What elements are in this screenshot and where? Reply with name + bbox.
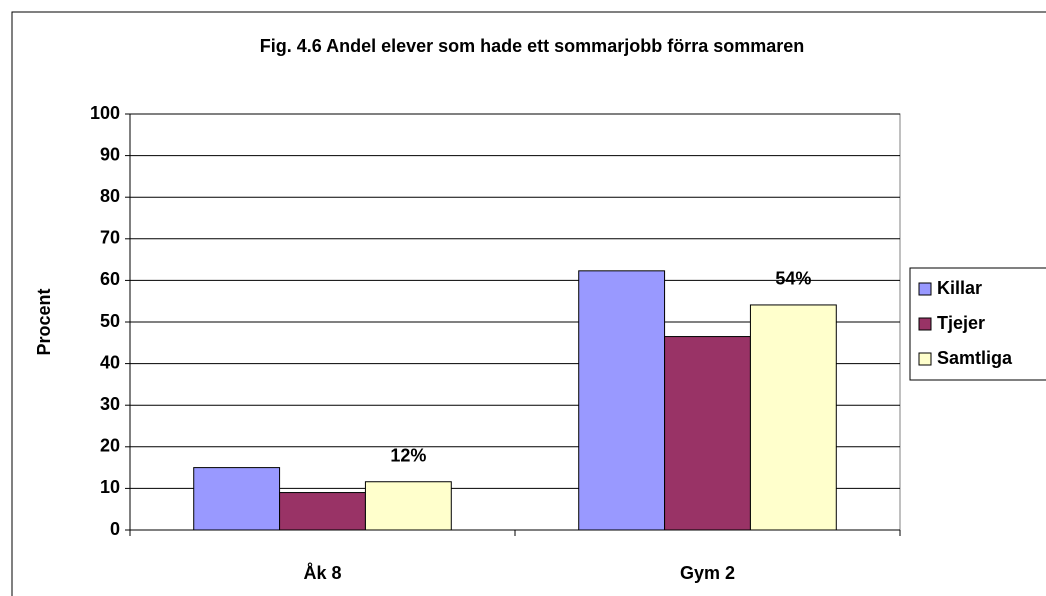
bar — [578, 270, 666, 531]
y-tick-label: 70 — [100, 228, 120, 248]
y-axis-label: Procent — [34, 288, 54, 355]
bar — [664, 336, 751, 531]
y-tick-label: 10 — [100, 477, 120, 497]
y-tick-label: 50 — [100, 311, 120, 331]
legend-swatch — [918, 317, 932, 331]
y-tick-label: 40 — [100, 352, 120, 372]
y-tick-label: 0 — [110, 519, 120, 539]
y-tick-label: 30 — [100, 394, 120, 414]
y-tick-label: 60 — [100, 269, 120, 289]
bar — [364, 481, 452, 531]
bar — [193, 467, 281, 531]
chart-title: Fig. 4.6 Andel elever som hade ett somma… — [260, 36, 805, 56]
legend-box — [909, 267, 1046, 381]
legend-label: Samtliga — [937, 348, 1013, 368]
legend-label: Tjejer — [937, 313, 985, 333]
bar — [749, 304, 837, 531]
y-tick-label: 100 — [90, 103, 120, 123]
bar — [279, 492, 366, 531]
y-tick-label: 80 — [100, 186, 120, 206]
data-label: 12% — [390, 445, 426, 465]
data-label: 54% — [775, 269, 811, 289]
y-tick-label: 20 — [100, 436, 120, 456]
y-tick-label: 90 — [100, 144, 120, 164]
legend-label: Killar — [937, 278, 982, 298]
legend-swatch — [918, 352, 932, 366]
x-tick-label: Åk 8 — [303, 563, 341, 583]
legend-swatch — [918, 282, 932, 296]
x-tick-label: Gym 2 — [680, 563, 735, 583]
